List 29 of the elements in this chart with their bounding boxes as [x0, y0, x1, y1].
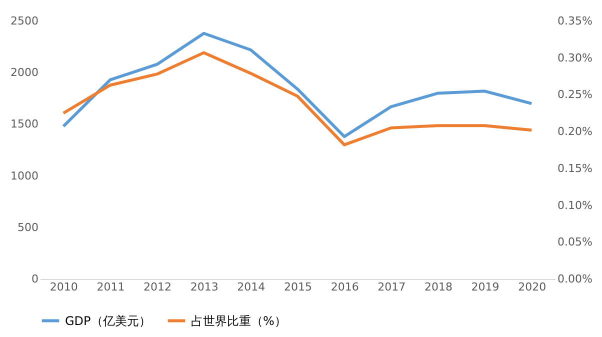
- y-tick-label: 500: [18, 220, 38, 234]
- y2-tick-label: 0.10%: [558, 198, 592, 212]
- x-tick-label: 2015: [284, 280, 312, 294]
- x-tick-label: 2012: [144, 280, 172, 294]
- y-tick-label: 1500: [10, 118, 38, 131]
- legend-label: GDP（亿美元）: [65, 314, 151, 328]
- y2-tick-label: 0.15%: [558, 162, 592, 175]
- y2-tick-label: 0.30%: [558, 51, 592, 64]
- y-tick-label: 2500: [10, 14, 38, 28]
- y-tick-label: 1000: [10, 169, 38, 182]
- x-tick-label: 2017: [378, 280, 406, 294]
- x-tick-label: 2018: [424, 280, 452, 294]
- x-tick-label: 2013: [190, 280, 218, 294]
- x-tick-label: 2016: [330, 280, 359, 294]
- x-tick-label: 2014: [237, 280, 266, 294]
- x-tick-label: 2019: [471, 280, 500, 294]
- y2-tick-label: 0.00%: [558, 272, 592, 286]
- y-tick-label: 2000: [10, 66, 38, 80]
- legend-label: 占世界比重（%）: [191, 314, 286, 328]
- y-tick-label: 0: [32, 272, 38, 286]
- line-series: [62, 51, 534, 146]
- x-tick-label: 2020: [518, 280, 546, 294]
- y2-tick-label: 0.20%: [558, 125, 592, 138]
- x-tick-label: 2011: [96, 280, 125, 294]
- y2-tick-label: 0.05%: [558, 236, 592, 249]
- line-series: [62, 32, 534, 138]
- y2-tick-label: 0.25%: [558, 88, 592, 102]
- x-tick-label: 2010: [50, 280, 78, 294]
- y2-tick-label: 0.35%: [558, 14, 592, 28]
